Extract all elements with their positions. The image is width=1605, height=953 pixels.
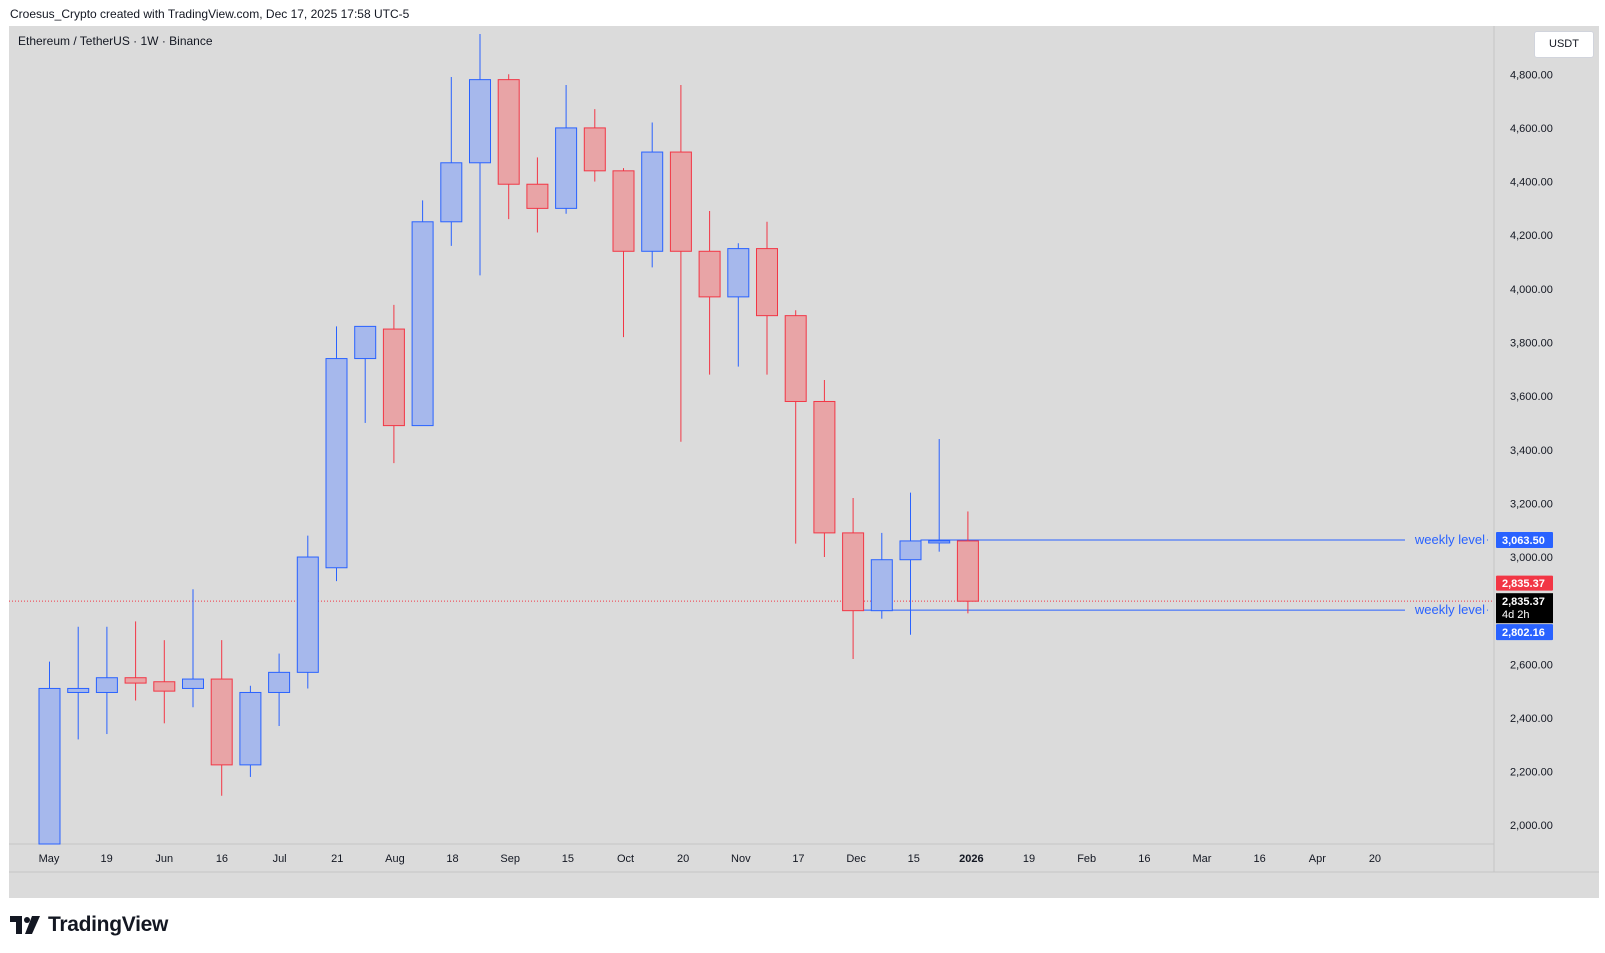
price-tick-label: 3,000.00 [1510,552,1553,564]
time-axis-labels[interactable]: May 19 Jun 16 Jul 21 Aug 18 Sep 15 Oct 20 Nov 17 Dec 15… [39,853,1381,865]
candle-body[interactable] [268,671,291,693]
candle-body[interactable] [526,183,549,209]
price-tick-label: 2,400.00 [1510,713,1553,725]
time-tick-label: Nov [731,853,751,865]
candle-body[interactable] [440,162,463,223]
time-tick-label: 19 [101,853,113,865]
price-tick-label: 3,400.00 [1510,445,1553,457]
candle-body[interactable] [727,248,750,298]
drawing-lines[interactable]: weekly level weekly level [9,531,1494,619]
time-tick-label: 15 [908,853,920,865]
candle-body[interactable] [67,687,90,693]
candle-body[interactable] [239,691,262,766]
current-price-tag: 2,835.37 [1502,596,1545,608]
price-tick-label: 2,000.00 [1510,820,1553,832]
price-tick-label: 3,800.00 [1510,337,1553,349]
current-price-tag-bg [1496,593,1553,624]
candle-body[interactable] [669,151,692,252]
candle-body[interactable] [382,328,405,427]
time-tick-label: Mar [1193,853,1212,865]
price-axis-labels[interactable]: 2,000.002,200.002,400.002,600.002,800.00… [1510,69,1553,832]
tradingview-logo[interactable]: TradingView [10,912,168,938]
candle-body[interactable] [842,532,865,612]
price-tick-label: 3,200.00 [1510,498,1553,510]
weekly-level-label-bg [1405,531,1487,548]
candles[interactable] [38,34,979,845]
candle-body[interactable] [182,678,204,689]
weekly-level-label: weekly level [1414,532,1485,547]
time-tick-label: 20 [677,853,689,865]
time-tick-label: 16 [216,853,228,865]
tradingview-brand-text: TradingView [48,913,169,936]
price-tick-label: 4,000.00 [1510,284,1553,296]
bar-countdown: 4d 2h [1502,609,1530,621]
candle-body[interactable] [870,559,893,612]
time-tick-label: 20 [1369,853,1381,865]
candle-body[interactable] [813,400,836,534]
candle-body[interactable] [124,677,147,684]
price-tick-label: 4,400.00 [1510,177,1553,189]
price-tick-label: 4,600.00 [1510,123,1553,135]
tradingview-logo-icon [10,916,40,934]
time-tick-label: 18 [446,853,458,865]
candle-body[interactable] [469,79,491,164]
time-tick-label: 16 [1254,853,1266,865]
time-tick-label: Feb [1077,853,1096,865]
time-tick-label: Aug [385,853,405,865]
time-tick-label: May [39,853,60,865]
axes-layer [9,26,1599,873]
time-tick-label: Jun [155,853,173,865]
chart-frame[interactable]: 2,000.002,200.002,400.002,600.002,800.00… [9,26,1599,898]
candle-body[interactable] [153,681,176,692]
time-tick-label: Jul [273,853,287,865]
time-tick-label: 17 [792,853,804,865]
price-tick-label: 2,200.00 [1510,767,1553,779]
candle-body[interactable] [354,325,377,360]
price-chart[interactable]: 2,000.002,200.002,400.002,600.002,800.00… [9,26,1599,898]
last-price-tag: 2,835.37 [1502,578,1545,590]
candle-body[interactable] [784,315,807,402]
candle-body[interactable] [928,540,951,544]
candle-body[interactable] [38,687,61,845]
price-tick-label: 3,600.00 [1510,391,1553,403]
candle-body[interactable] [325,358,348,569]
candle-body[interactable] [756,248,778,317]
level-price-tag: 3,063.50 [1502,535,1545,547]
time-tick-label: Apr [1309,853,1326,865]
candle-body[interactable] [612,170,635,252]
time-tick-label: 15 [562,853,574,865]
candle-body[interactable] [583,127,606,172]
candle-body[interactable] [95,677,118,693]
time-tick-label: 2026 [959,853,983,865]
candle-body[interactable] [497,79,520,185]
time-tick-label: Oct [617,853,634,865]
price-tick-label: 4,200.00 [1510,230,1553,242]
level-price-tag-bg [1496,531,1553,548]
candle-body[interactable] [411,221,434,427]
time-tick-label: 21 [331,853,343,865]
symbol-title[interactable]: Ethereum / TetherUS · 1W · Binance [18,34,213,48]
weekly-level-label-bg [1405,602,1487,619]
candle-body[interactable] [698,250,721,298]
time-tick-label: Dec [846,853,866,865]
candle-body[interactable] [956,540,979,602]
currency-selector[interactable]: USDT [1534,31,1594,58]
candle-body[interactable] [296,556,319,673]
time-tick-label: 16 [1138,853,1150,865]
candle-body[interactable] [641,151,664,252]
time-tick-label: 19 [1023,853,1035,865]
last-price-tag-bg [1496,575,1553,591]
candle-body[interactable] [210,678,233,766]
time-tick-label: Sep [500,853,520,865]
candle-body[interactable] [555,127,578,209]
weekly-level-label: weekly level [1414,602,1485,617]
price-tick-label: 4,800.00 [1510,69,1553,81]
level-price-tag-bg [1496,624,1553,641]
level-price-tag: 2,802.16 [1502,627,1545,639]
chart-background [9,26,1599,898]
chart-header-caption: Croesus_Crypto created with TradingView.… [10,7,410,21]
candle-body[interactable] [899,540,922,561]
price-tick-label: 2,600.00 [1510,659,1553,671]
